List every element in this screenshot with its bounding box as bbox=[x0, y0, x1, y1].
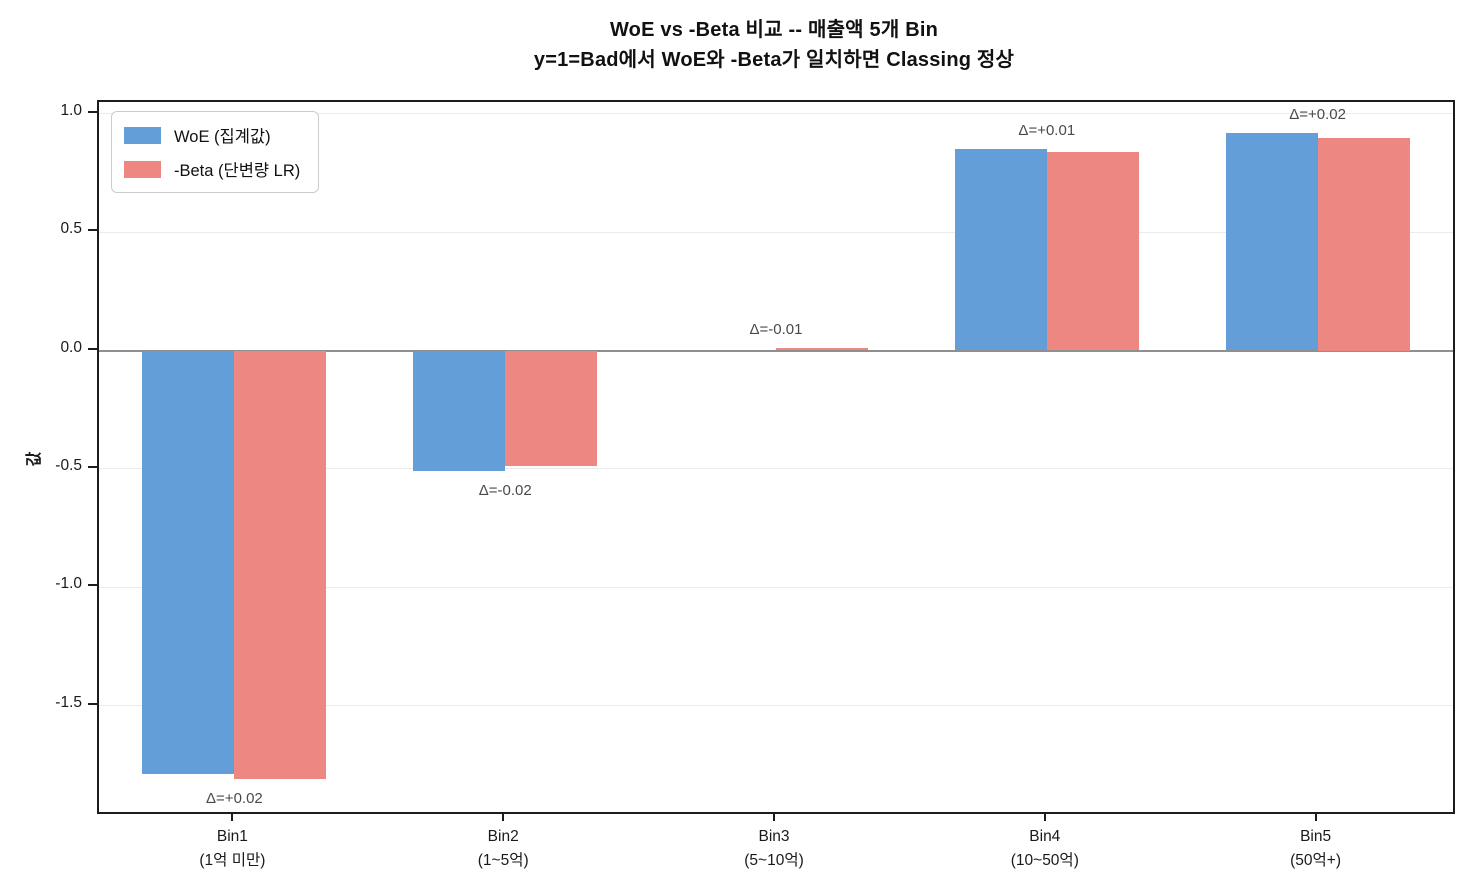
bar-woe-bin1 bbox=[142, 350, 234, 775]
legend-item-woe: WoE (집계값) bbox=[124, 123, 300, 147]
x-tick-label-bin1: Bin1 (1억 미만) bbox=[199, 828, 266, 870]
legend-label-woe: WoE (집계값) bbox=[174, 128, 271, 146]
plot-area: Δ=+0.02 Δ=-0.02 Δ=-0.01 Δ=+0.01 Δ=+0.02 WoE … bbox=[97, 100, 1455, 814]
gridline bbox=[99, 705, 1453, 706]
x-tick-label-bin4: Bin4 (10~50억) bbox=[1010, 828, 1079, 870]
x-tick-label-bin5: Bin5 (50억+) bbox=[1290, 828, 1342, 870]
x-tick-mark bbox=[773, 812, 775, 821]
gridline bbox=[99, 586, 1453, 588]
legend-swatch-woe bbox=[124, 126, 161, 144]
bar-beta-bin4 bbox=[1047, 151, 1139, 351]
y-tick-mark bbox=[88, 584, 97, 587]
legend-label-beta: -Beta (단변량 LR) bbox=[174, 162, 301, 180]
gridline bbox=[99, 113, 1453, 115]
delta-label-bin3: Δ=-0.01 bbox=[749, 321, 803, 339]
y-tick-mark bbox=[88, 702, 97, 705]
y-tick-label: -1.5 bbox=[55, 693, 82, 711]
x-tick-label-bin3: Bin3 (5~10억) bbox=[744, 828, 804, 870]
bar-woe-bin4 bbox=[955, 149, 1047, 351]
x-tick-mark bbox=[1314, 812, 1317, 821]
y-tick-label: 0.0 bbox=[60, 338, 82, 356]
chart-subtitle: y=1=Bad에서 WoE와 -Beta가 일치하면 Classing 정상 bbox=[533, 49, 1015, 71]
y-tick-mark bbox=[88, 229, 97, 232]
y-tick-label: -1.0 bbox=[55, 575, 82, 593]
zero-line bbox=[99, 349, 1453, 352]
bar-beta-bin5 bbox=[1318, 137, 1410, 351]
legend: WoE (집계값) -Beta (단변량 LR) bbox=[111, 111, 320, 193]
x-tick-label-bin2: Bin2 (1~5억) bbox=[477, 828, 529, 870]
chart-title: WoE vs -Beta 비교 -- 매출액 5개 Bin bbox=[609, 19, 939, 41]
bar-beta-bin1 bbox=[234, 350, 326, 779]
y-tick-label: 1.0 bbox=[60, 101, 82, 119]
bar-beta-bin2 bbox=[505, 350, 597, 467]
y-tick-mark bbox=[88, 110, 97, 113]
x-tick-mark bbox=[502, 812, 505, 821]
bar-beta-bin3 bbox=[776, 348, 868, 351]
gridline bbox=[99, 468, 1453, 470]
bar-woe-bin2 bbox=[413, 350, 505, 472]
y-tick-label: 0.5 bbox=[60, 220, 82, 238]
delta-label-bin1: Δ=+0.02 bbox=[206, 789, 263, 807]
gridline bbox=[99, 231, 1453, 233]
legend-swatch-beta bbox=[124, 160, 161, 178]
x-tick-mark bbox=[231, 812, 234, 821]
y-tick-mark bbox=[88, 465, 97, 468]
y-tick-label: -0.5 bbox=[55, 456, 82, 474]
x-tick-mark bbox=[1043, 812, 1046, 821]
legend-item-beta: -Beta (단변량 LR) bbox=[124, 157, 300, 181]
delta-label-bin4: Δ=+0.01 bbox=[1018, 122, 1076, 140]
delta-label-bin5: Δ=+0.02 bbox=[1289, 105, 1346, 123]
delta-label-bin2: Δ=-0.02 bbox=[478, 482, 532, 500]
bar-woe-bin5 bbox=[1226, 132, 1318, 351]
y-tick-mark bbox=[88, 347, 97, 350]
